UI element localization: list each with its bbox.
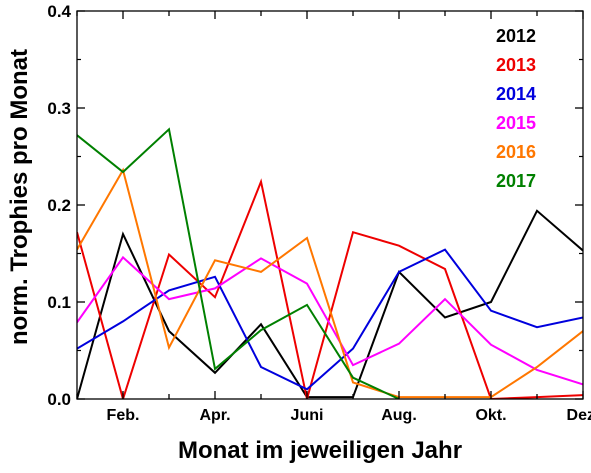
series-line-2017 bbox=[77, 127, 400, 399]
y-tick-label: 0.2 bbox=[47, 196, 71, 215]
legend: 2012 2013 2014 2015 2016 2017 bbox=[496, 26, 536, 191]
x-tick-label: Apr. bbox=[199, 407, 230, 424]
legend-item-2016: 2016 bbox=[496, 142, 536, 162]
x-axis: Feb. Apr. Juni Aug. Okt. Dez. bbox=[76, 11, 591, 424]
x-tick-label: Aug. bbox=[381, 407, 417, 424]
series-line-2013 bbox=[77, 178, 583, 399]
y-tick-label: 0.1 bbox=[47, 293, 71, 312]
y-axis-title: norm. Trophies pro Monat bbox=[6, 49, 33, 345]
legend-item-2015: 2015 bbox=[496, 113, 536, 133]
series-line-2014 bbox=[77, 248, 583, 391]
legend-item-2014: 2014 bbox=[496, 84, 536, 104]
legend-item-2017: 2017 bbox=[496, 171, 536, 191]
y-axis: 0.0 0.1 0.2 0.3 0.4 bbox=[47, 2, 583, 409]
x-tick-label: Juni bbox=[291, 407, 324, 424]
x-axis-title: Monat im jeweiligen Jahr bbox=[178, 437, 462, 464]
series-line-2016 bbox=[77, 167, 583, 399]
legend-item-2013: 2013 bbox=[496, 55, 536, 75]
series-lines bbox=[77, 127, 583, 399]
y-tick-label: 0.3 bbox=[47, 99, 71, 118]
series-line-2015 bbox=[77, 255, 583, 386]
y-tick-label: 0.0 bbox=[47, 390, 71, 409]
x-tick-label: Okt. bbox=[475, 407, 506, 424]
legend-item-2012: 2012 bbox=[496, 26, 536, 46]
x-tick-label: Dez. bbox=[567, 407, 591, 424]
x-tick-label: Feb. bbox=[107, 407, 140, 424]
y-tick-label: 0.4 bbox=[47, 2, 71, 21]
